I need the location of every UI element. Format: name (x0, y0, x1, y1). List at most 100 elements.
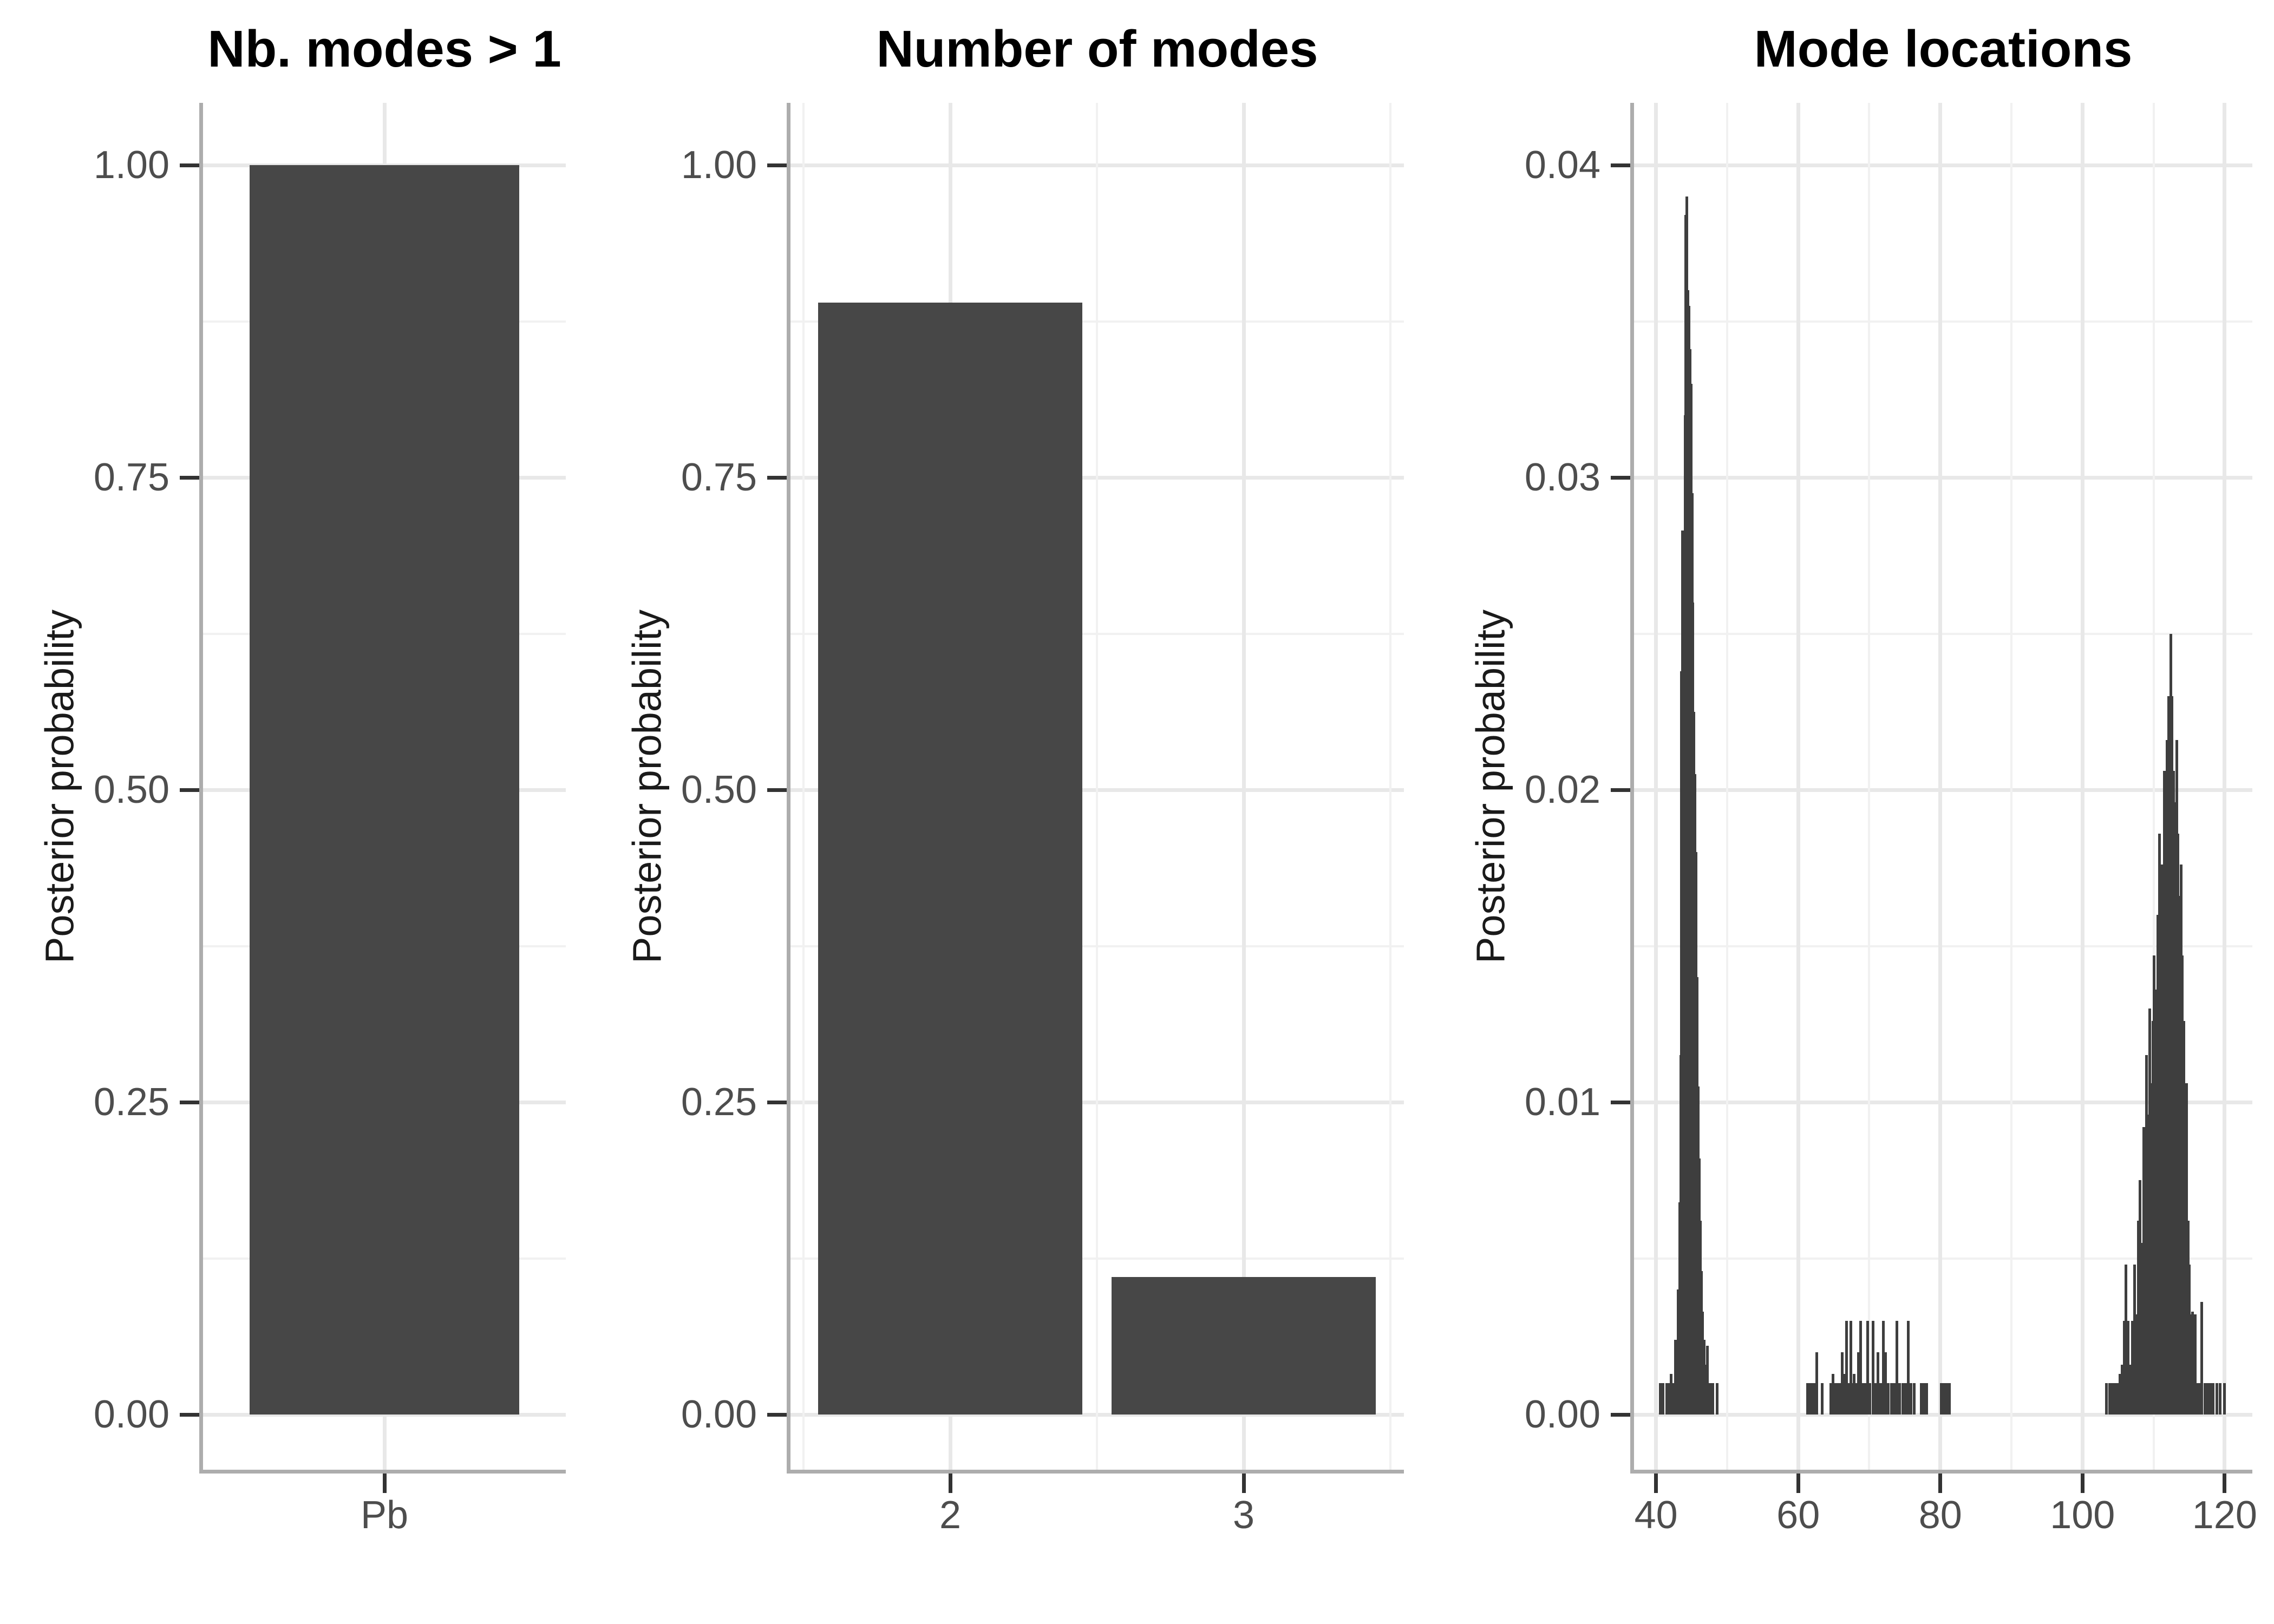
spike (2215, 1383, 2218, 1415)
grid-minor-x (2010, 103, 2012, 1470)
grid-minor-y (1634, 945, 2252, 947)
spike (1845, 1320, 1848, 1415)
spike (2184, 1115, 2187, 1415)
y-tick-label: 0.50 (93, 768, 169, 811)
spike (2156, 914, 2159, 1415)
y-axis-line (787, 103, 790, 1474)
y-tick-label: 0.01 (1524, 1081, 1600, 1124)
spike (1910, 1383, 1913, 1415)
spike (2198, 1383, 2201, 1415)
spike (2196, 1383, 2199, 1415)
y-tick (180, 1412, 199, 1417)
spike (2223, 1383, 2226, 1415)
grid-minor-x (1726, 103, 1728, 1470)
x-tick-label: 40 (1634, 1494, 1678, 1537)
plot-area-nb-modes: 0.00 0.25 0.50 0.75 1.00 Pb (94, 103, 566, 1537)
y-tick-label: 0.00 (93, 1393, 169, 1436)
x-tick-label: 120 (2192, 1494, 2257, 1537)
x-tick (948, 1474, 952, 1493)
spike (1857, 1352, 1860, 1415)
y-axis-title-posterior-probability: Posterior probability (1468, 609, 1513, 964)
spike (1665, 1383, 1668, 1415)
y-axis-line (199, 103, 203, 1474)
spike (2212, 1383, 2215, 1415)
spike (1892, 1383, 1896, 1415)
plot-area-mode-locations: 0.00 0.01 0.02 0.03 0.04 40 60 80 100 120 (1525, 103, 2257, 1537)
y-tick (180, 788, 199, 792)
spike (2209, 1383, 2212, 1415)
spike (2133, 1265, 2136, 1415)
spike (1674, 1339, 1677, 1415)
y-tick (1611, 1412, 1630, 1417)
spike (2186, 1221, 2190, 1415)
spike (1843, 1373, 1846, 1415)
grid-minor-x (2152, 103, 2155, 1470)
spike (1847, 1383, 1850, 1415)
spike (2161, 865, 2164, 1415)
spike (1907, 1320, 1910, 1415)
spike (2105, 1383, 2108, 1415)
spike (1815, 1352, 1818, 1415)
spike (1839, 1383, 1842, 1415)
plot-area-number-of-modes: 0.00 0.25 0.50 0.75 1.00 2 3 (681, 103, 1404, 1537)
x-tick (1938, 1474, 1943, 1493)
spike (1829, 1383, 1833, 1415)
spike (2116, 1383, 2120, 1415)
grid-major-y (1634, 163, 2252, 167)
spike (1874, 1383, 1877, 1415)
spike (1676, 1289, 1680, 1415)
y-tick (1611, 1100, 1630, 1104)
spike (1711, 1383, 1715, 1415)
y-tick (767, 475, 787, 480)
spike (1702, 1339, 1706, 1415)
panel-title-nb-modes: Nb. modes > 1 (207, 20, 561, 78)
spike (2150, 1083, 2153, 1415)
spike (1821, 1383, 1824, 1415)
spike (1709, 1383, 1713, 1415)
grid-minor-x (802, 103, 805, 1470)
x-tick-label: Pb (360, 1494, 409, 1537)
spike (1833, 1383, 1837, 1415)
spike (2164, 815, 2167, 1415)
spike (1841, 1352, 1844, 1415)
spike (2188, 1265, 2191, 1415)
grid-minor-y (1634, 320, 2252, 323)
y-tick-label: 0.25 (681, 1081, 757, 1124)
spike (2145, 1055, 2148, 1415)
grid-minor-x (1096, 103, 1099, 1470)
spike (1688, 349, 1691, 1415)
x-axis-line (1630, 1470, 2252, 1474)
y-tick (767, 788, 787, 792)
x-tick (2080, 1474, 2084, 1493)
spike (2200, 1302, 2204, 1415)
spike (1704, 1364, 1707, 1415)
spike (1669, 1373, 1672, 1415)
spike (2191, 1311, 2194, 1415)
spike (1853, 1373, 1856, 1415)
spike (1925, 1383, 1929, 1415)
spike (2124, 1265, 2127, 1415)
spike (2181, 955, 2184, 1415)
spike (2135, 1314, 2138, 1415)
y-axis-line (1630, 103, 1634, 1474)
spike (2154, 990, 2158, 1415)
spike (2139, 1180, 2142, 1415)
panel-title-number-of-modes: Number of modes (876, 20, 1318, 78)
y-tick-label: 0.25 (93, 1081, 169, 1124)
spike (2171, 696, 2174, 1415)
spike (1868, 1383, 1872, 1415)
grid-major-y (1634, 788, 2252, 792)
spike (1837, 1383, 1840, 1415)
spike (2121, 1364, 2124, 1415)
y-tick-label: 0.03 (1524, 456, 1600, 499)
y-tick (1611, 163, 1630, 167)
y-tick-label: 0.75 (93, 456, 169, 499)
spike (1849, 1320, 1852, 1415)
x-tick-label: 60 (1776, 1494, 1820, 1537)
spike (1675, 1339, 1678, 1415)
spike (2159, 955, 2162, 1415)
grid-minor-x (1868, 103, 1871, 1470)
grid-major-x (2223, 103, 2227, 1470)
x-axis-line (787, 1470, 1404, 1474)
spike (2128, 1364, 2132, 1415)
